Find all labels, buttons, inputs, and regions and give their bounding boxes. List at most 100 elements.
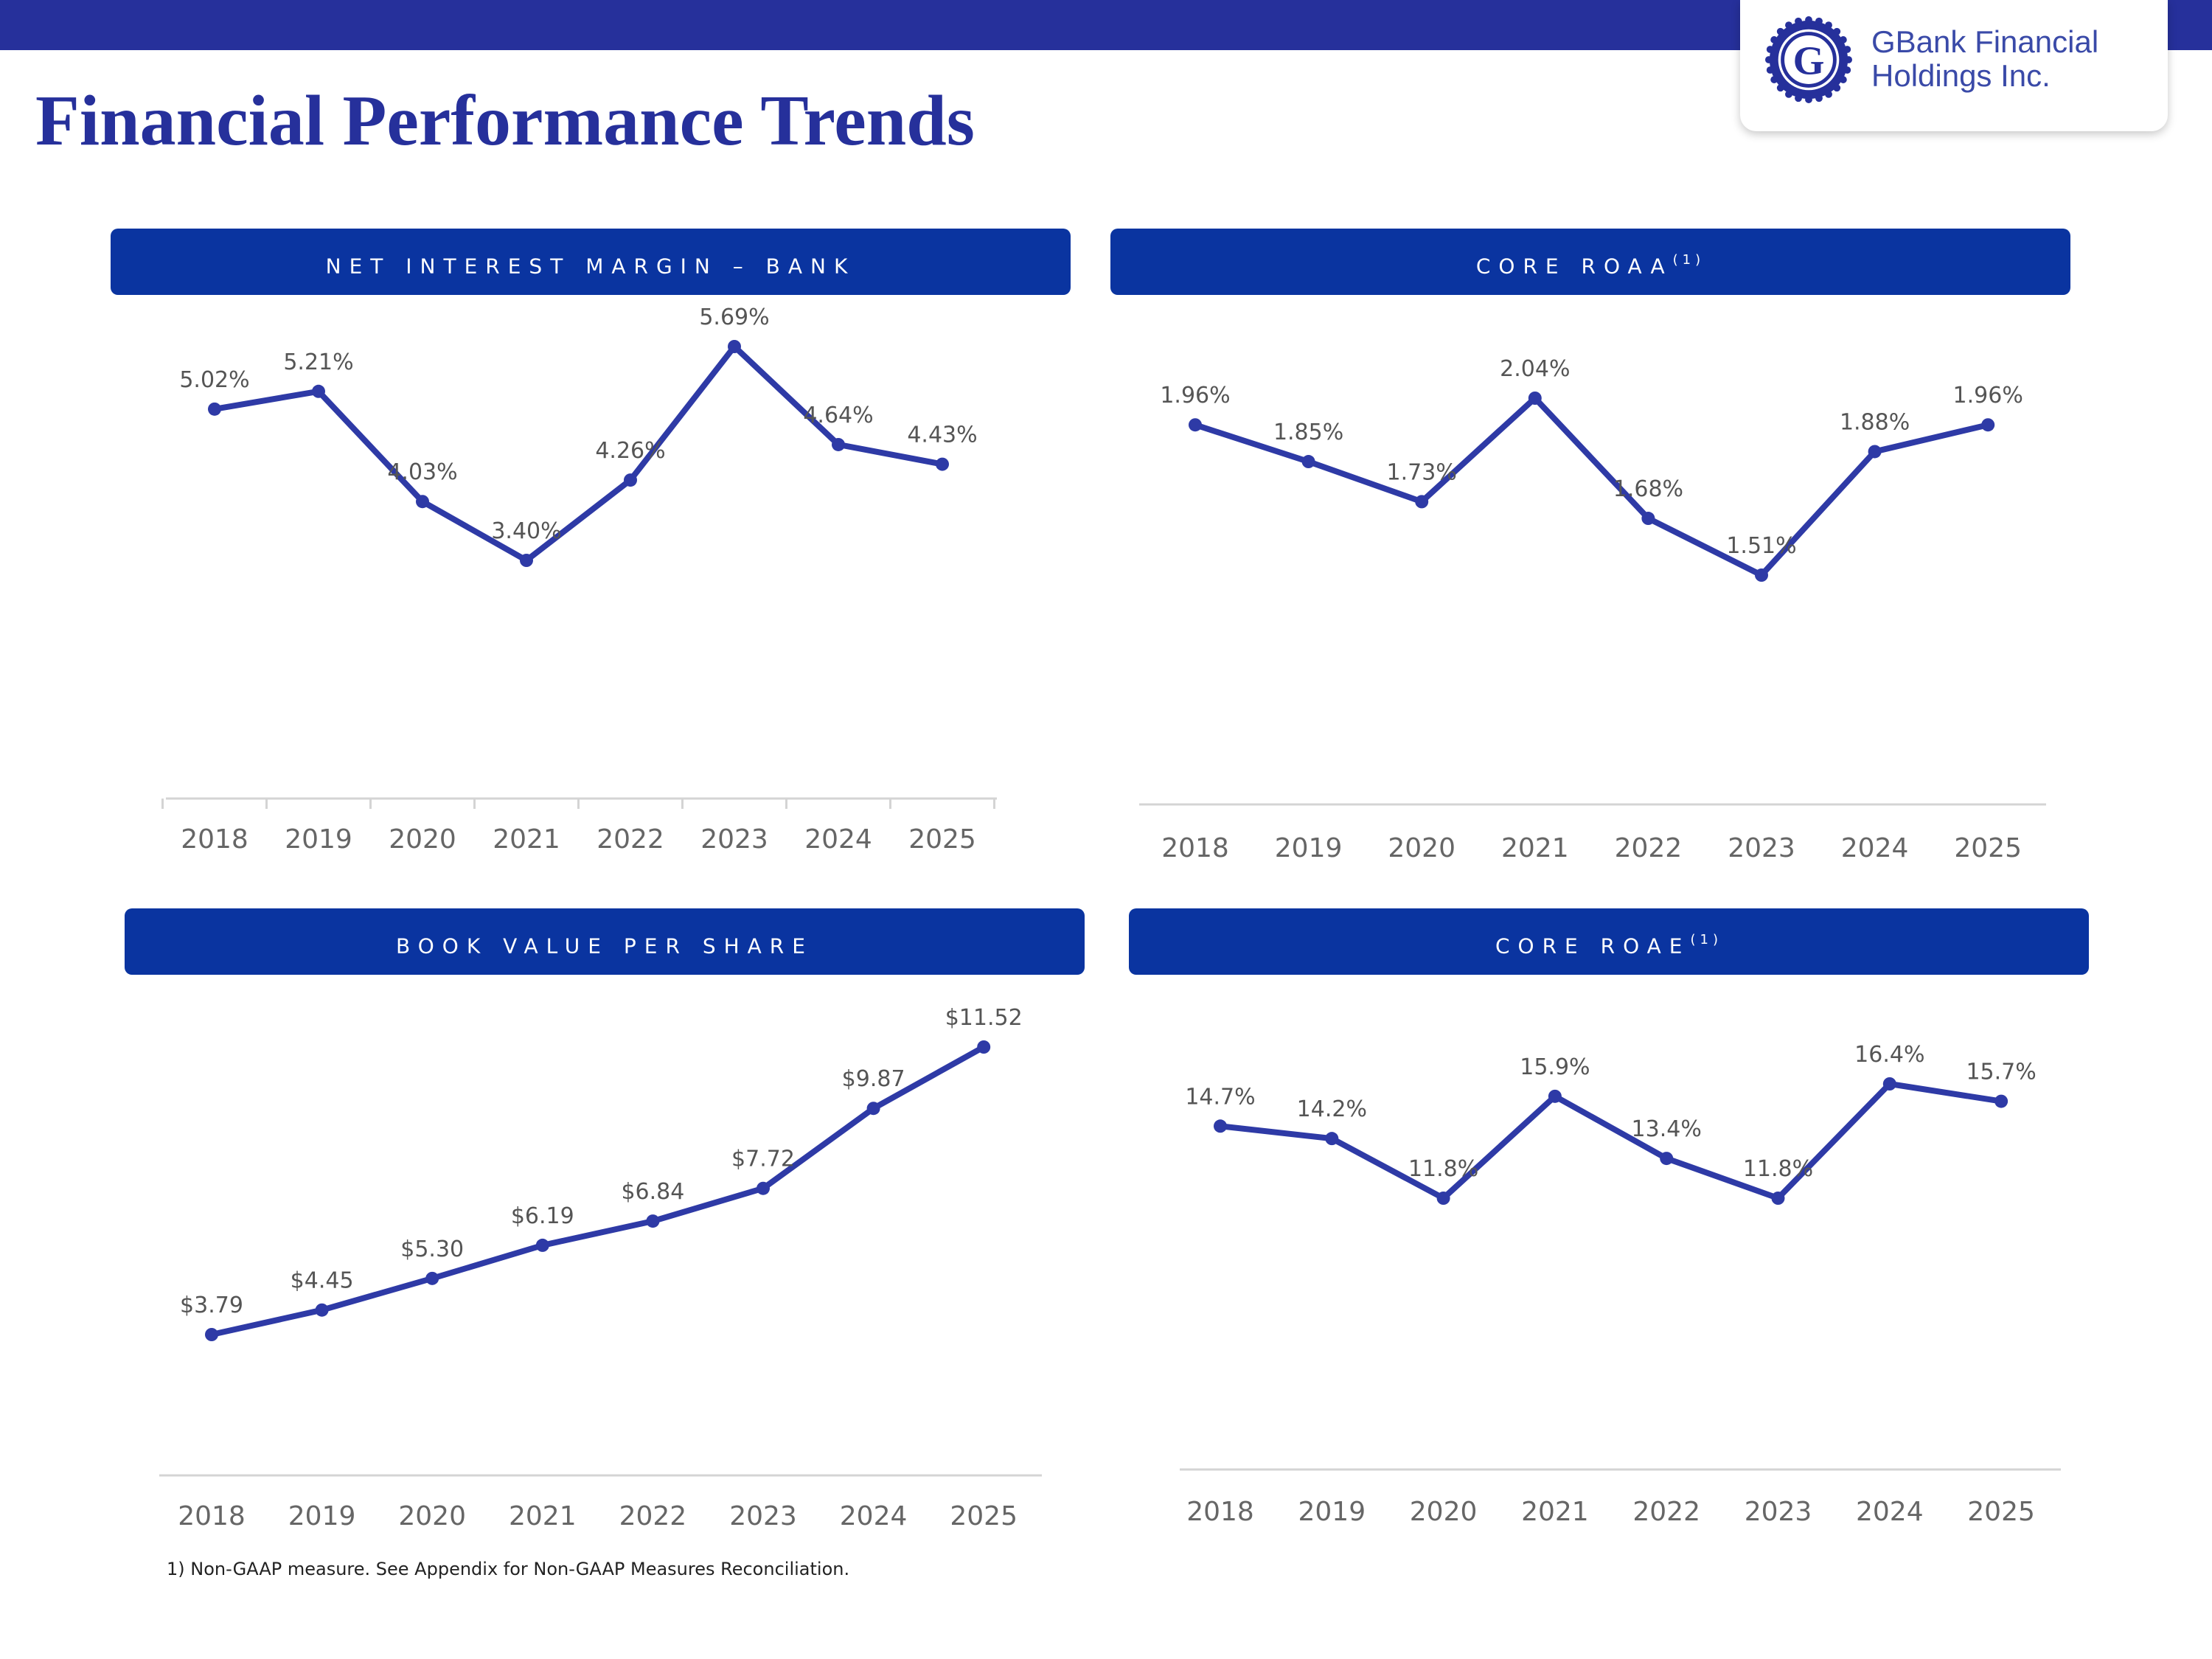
- chart-title: CORE ROAA: [1475, 254, 1673, 279]
- data-point: [1641, 512, 1655, 526]
- x-tick-label: 2019: [288, 1501, 356, 1531]
- data-label: 2.04%: [1500, 356, 1570, 382]
- data-point: [1981, 418, 1995, 432]
- x-tick-label: 2020: [389, 824, 456, 855]
- data-label: 1.96%: [1953, 383, 2023, 408]
- x-tick-label: 2021: [509, 1501, 577, 1531]
- data-point: [1882, 1077, 1896, 1091]
- data-point: [208, 402, 221, 416]
- chart-header-bvps: BOOK VALUE PER SHARE: [125, 908, 1085, 975]
- data-point: [866, 1102, 880, 1116]
- data-label: 1.73%: [1387, 459, 1457, 485]
- x-tick-label: 2025: [908, 824, 976, 855]
- data-label: 1.88%: [1840, 409, 1910, 435]
- data-label: $9.87: [842, 1066, 905, 1092]
- x-tick-label: 2023: [700, 824, 768, 855]
- series-line: [1192, 395, 1992, 578]
- page-title: Financial Performance Trends: [35, 81, 975, 161]
- x-tick-label: 2019: [1275, 833, 1343, 863]
- data-label: 1.96%: [1160, 383, 1230, 408]
- data-label: 14.7%: [1185, 1084, 1255, 1110]
- svg-text:G: G: [1793, 38, 1825, 83]
- data-label: 4.03%: [387, 459, 457, 485]
- data-point: [1771, 1192, 1785, 1205]
- data-label: 5.21%: [283, 349, 353, 375]
- data-label: 14.2%: [1297, 1096, 1367, 1122]
- x-tick-label: 2023: [1728, 833, 1795, 863]
- data-point: [646, 1214, 660, 1228]
- x-tick-label: 2021: [1521, 1497, 1589, 1527]
- data-label: 4.64%: [803, 403, 873, 428]
- data-point: [1994, 1094, 2008, 1108]
- data-label: $3.79: [180, 1293, 243, 1318]
- data-point: [535, 1238, 549, 1252]
- data-label: 3.40%: [491, 518, 561, 544]
- data-label: 5.02%: [179, 367, 249, 393]
- x-tick-label: 2024: [840, 1501, 908, 1531]
- x-tick-label: 2024: [804, 824, 872, 855]
- x-tick-label: 2019: [1298, 1497, 1366, 1527]
- data-point: [1189, 418, 1202, 432]
- data-point: [1415, 495, 1429, 509]
- data-label: $11.52: [945, 1005, 1023, 1031]
- data-point: [624, 473, 637, 487]
- data-point: [1436, 1192, 1450, 1205]
- x-tick-label: 2022: [1615, 833, 1683, 863]
- x-tick-label: 2022: [619, 1501, 687, 1531]
- data-point: [1755, 568, 1768, 582]
- data-label: $6.84: [621, 1179, 684, 1205]
- x-tick-label: 2025: [1967, 1497, 2035, 1527]
- data-label: 15.7%: [1966, 1060, 2036, 1085]
- data-point: [832, 437, 845, 451]
- x-tick-label: 2024: [1856, 1497, 1924, 1527]
- data-label: 11.8%: [1743, 1156, 1813, 1182]
- data-point: [936, 457, 949, 471]
- x-tick-label: 2019: [285, 824, 352, 855]
- data-label: $5.30: [400, 1237, 464, 1262]
- x-tick-label: 2023: [729, 1501, 797, 1531]
- x-tick-label: 2018: [1161, 833, 1229, 863]
- logo-line-1: GBank Financial: [1871, 24, 2099, 59]
- data-point: [205, 1328, 218, 1341]
- data-point: [977, 1040, 991, 1054]
- chart-header-core-roaa: CORE ROAA(1): [1110, 229, 2070, 295]
- data-point: [425, 1271, 439, 1285]
- data-label: $4.45: [291, 1268, 354, 1294]
- company-logo: G GBank Financial Holdings Inc.: [1740, 0, 2168, 131]
- chart-title: CORE ROAE: [1495, 933, 1691, 959]
- x-tick-label: 2021: [1501, 833, 1569, 863]
- x-tick-label: 2025: [950, 1501, 1018, 1531]
- x-tick-label: 2020: [1410, 1497, 1478, 1527]
- data-label: $7.72: [731, 1147, 795, 1172]
- x-tick-label: 2018: [181, 824, 248, 855]
- data-point: [312, 384, 325, 398]
- data-label: 1.68%: [1613, 476, 1683, 502]
- series-line: [209, 1044, 987, 1338]
- data-point: [728, 340, 741, 353]
- x-tick-label: 2020: [1388, 833, 1455, 863]
- gbank-logo-icon: G: [1765, 16, 1852, 103]
- data-point: [757, 1181, 770, 1195]
- x-tick-label: 2023: [1745, 1497, 1812, 1527]
- data-point: [520, 554, 533, 567]
- chart-header-nim: NET INTEREST MARGIN – BANK: [111, 229, 1071, 295]
- data-point: [1214, 1119, 1227, 1133]
- data-label: 16.4%: [1854, 1042, 1924, 1068]
- x-tick-label: 2018: [1186, 1497, 1254, 1527]
- x-tick-label: 2020: [398, 1501, 466, 1531]
- data-label: 13.4%: [1632, 1116, 1702, 1142]
- series-line: [1217, 1081, 2005, 1201]
- chart-title: NET INTEREST MARGIN – BANK: [325, 254, 856, 279]
- data-label: $6.19: [511, 1203, 574, 1229]
- footnote: 1) Non-GAAP measure. See Appendix for No…: [167, 1559, 850, 1579]
- x-tick-label: 2018: [178, 1501, 246, 1531]
- x-tick-label: 2022: [597, 824, 664, 855]
- x-tick-label: 2025: [1954, 833, 2022, 863]
- x-tick-label: 2022: [1632, 1497, 1700, 1527]
- logo-line-2: Holdings Inc.: [1871, 58, 2051, 93]
- data-point: [315, 1303, 329, 1317]
- data-label: 1.85%: [1273, 420, 1343, 445]
- chart-title: BOOK VALUE PER SHARE: [396, 933, 813, 959]
- chart-title-sup: (1): [1690, 932, 1722, 947]
